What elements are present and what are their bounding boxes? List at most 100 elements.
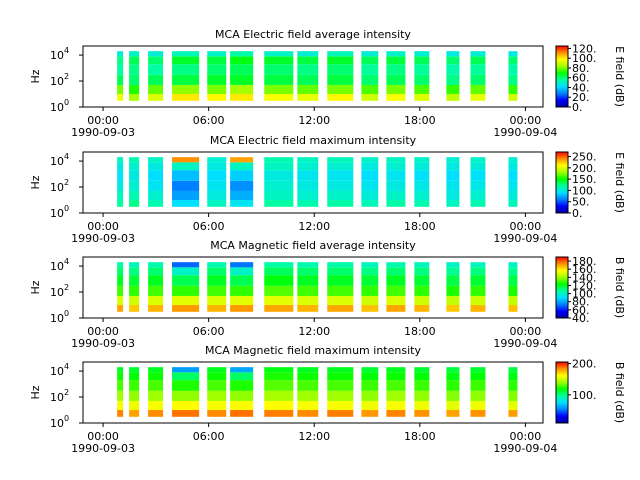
colorbar-tick-label: 200.: [572, 358, 597, 371]
heatmap-cell: [207, 190, 227, 201]
x-tick-label: 18:00: [404, 430, 436, 443]
heatmap-cell: [148, 51, 164, 57]
y-tick-exponent: 4: [64, 362, 69, 371]
colorbar-tick-label: 60.: [572, 72, 590, 85]
heatmap-cell: [508, 162, 518, 171]
heatmap-cell: [207, 262, 227, 268]
y-tick-label: 104: [50, 152, 69, 168]
heatmap-cell: [470, 64, 486, 75]
y-tick-base: 10: [50, 286, 64, 299]
heatmap-cell: [230, 180, 254, 191]
heatmap-cell: [327, 295, 354, 306]
heatmap-cell: [470, 162, 486, 171]
heatmap-cell: [327, 262, 354, 268]
heatmap-cell: [414, 390, 430, 401]
heatmap-cell: [361, 267, 379, 276]
colorbar-label: E field (dB): [613, 46, 626, 107]
colorbar-tick-label: 120.: [572, 279, 597, 292]
axes-frame: [82, 45, 544, 108]
heatmap-cell: [172, 84, 200, 95]
heatmap-cell: [297, 64, 319, 75]
heatmap-cell: [470, 94, 486, 101]
y-tick-base: 10: [50, 207, 64, 220]
heatmap-cell: [508, 200, 518, 207]
x-tick-label: 00:00: [87, 220, 119, 233]
y-tick-label: 102: [50, 388, 69, 404]
heatmap-cell: [230, 170, 254, 181]
heatmap-cell: [361, 295, 379, 306]
y-axis-label: Hz: [29, 69, 42, 83]
heatmap-cell: [230, 157, 254, 163]
heatmap-cell: [297, 305, 319, 312]
heatmap-cell: [446, 51, 460, 57]
y-tick-exponent: 0: [64, 414, 69, 423]
heatmap-cell: [470, 157, 486, 163]
heatmap-cell: [470, 275, 486, 286]
heatmap-cell: [386, 410, 406, 417]
x-tick-label: 12:00: [298, 325, 330, 338]
x-tick-label: 06:00: [193, 220, 225, 233]
heatmap-cell: [129, 262, 140, 268]
heatmap-cell: [230, 94, 254, 101]
heatmap-cell: [414, 275, 430, 286]
heatmap-cell: [207, 372, 227, 381]
heatmap-cell: [117, 390, 124, 401]
heatmap-cell: [207, 170, 227, 181]
x-date-label: 1990-09-04: [493, 232, 557, 245]
heatmap-cell: [414, 74, 430, 85]
heatmap-cell: [207, 367, 227, 373]
x-tick-label: 18:00: [404, 325, 436, 338]
heatmap-cell: [361, 56, 379, 65]
heatmap-cell: [470, 400, 486, 411]
heatmap-cell: [230, 84, 254, 95]
heatmap-cell: [327, 285, 354, 296]
heatmap-cell: [446, 84, 460, 95]
heatmap-cell: [361, 84, 379, 95]
colorbar-tick-label: 0.: [572, 101, 583, 114]
colorbar-tick-label: 40.: [572, 81, 590, 94]
heatmap-cell: [414, 305, 430, 312]
heatmap-cell: [386, 285, 406, 296]
axes-frame: [82, 151, 544, 214]
y-tick-base: 10: [50, 417, 64, 430]
heatmap-cell: [129, 190, 140, 201]
heatmap-cell: [508, 64, 518, 75]
heatmap-cell: [297, 94, 319, 101]
heatmap-cell: [446, 400, 460, 411]
heatmap-cell: [386, 51, 406, 57]
y-tick-base: 10: [50, 181, 64, 194]
y-axis-label: Hz: [29, 280, 42, 294]
heatmap-cell: [327, 51, 354, 57]
heatmap-cell: [386, 200, 406, 207]
colorbar-tick-label: 100.: [572, 288, 597, 301]
heatmap-cell: [508, 400, 518, 411]
heatmap-cell: [117, 262, 124, 268]
x-tick-label: 18:00: [404, 114, 436, 127]
heatmap-cell: [230, 367, 254, 373]
heatmap-cell: [470, 262, 486, 268]
heatmap-cell: [470, 190, 486, 201]
x-tick-label: 18:00: [404, 220, 436, 233]
heatmap-cell: [148, 64, 164, 75]
heatmap-cell: [148, 94, 164, 101]
heatmap-cell: [446, 170, 460, 181]
heatmap-cell: [446, 56, 460, 65]
heatmap-cell: [117, 410, 124, 417]
heatmap-cell: [230, 200, 254, 207]
panel-title: MCA Magnetic field average intensity: [210, 239, 416, 252]
heatmap-cell: [207, 267, 227, 276]
heatmap-cell: [230, 372, 254, 381]
heatmap-cell: [414, 64, 430, 75]
heatmap-cell: [172, 200, 200, 207]
heatmap-cell: [172, 380, 200, 391]
y-tick-exponent: 4: [64, 257, 69, 266]
heatmap-cell: [327, 400, 354, 411]
heatmap-cell: [327, 56, 354, 65]
heatmap-cell: [172, 190, 200, 201]
heatmap-cell: [386, 380, 406, 391]
heatmap-cell: [129, 64, 140, 75]
heatmap-cell: [172, 157, 200, 163]
heatmap-cell: [386, 190, 406, 201]
heatmap-cell: [172, 170, 200, 181]
heatmap-cell: [508, 94, 518, 101]
